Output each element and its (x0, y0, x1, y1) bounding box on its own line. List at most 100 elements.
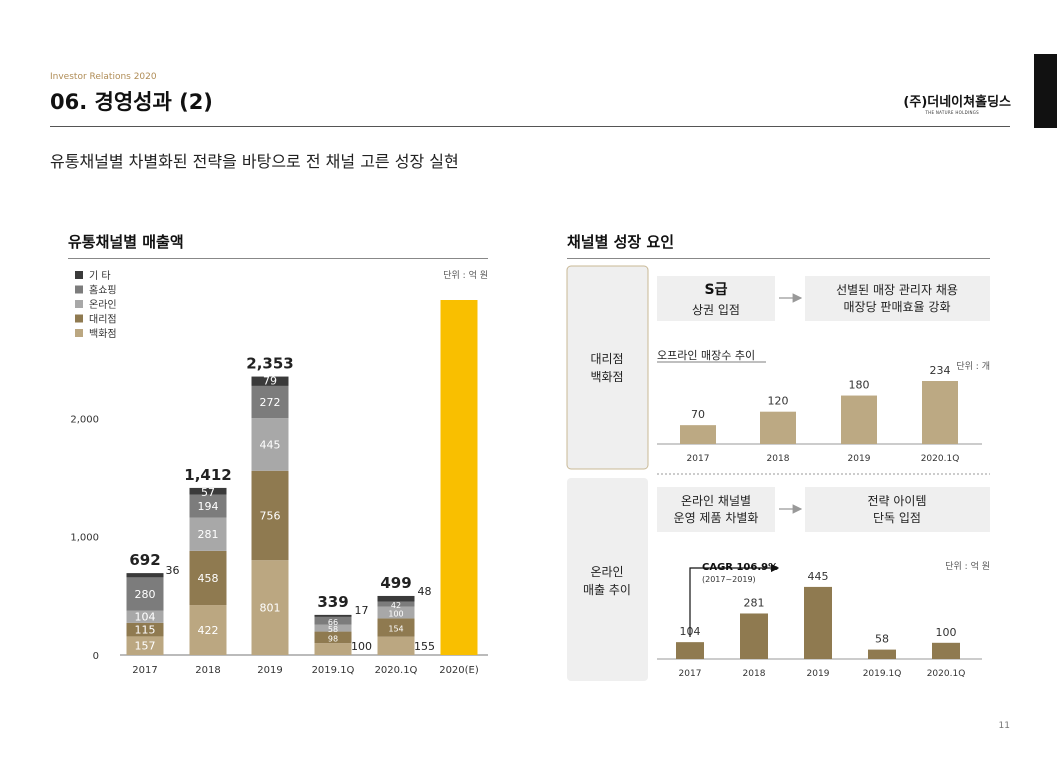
online-box2-line-1: 전략 아이템 (867, 494, 926, 508)
online-x-tick-label: 2020.1Q (927, 669, 966, 679)
bar-segment (189, 487, 227, 495)
offline-box1-line-1: S급 (705, 282, 728, 298)
online-factor-box-2 (805, 487, 990, 532)
y-tick-label: 2,000 (70, 414, 99, 425)
bar-segment (251, 470, 289, 561)
y-tick-label: 1,000 (70, 533, 99, 544)
legend-label: 온라인 (89, 299, 117, 311)
bar-segment (377, 618, 415, 637)
bar-segment (314, 614, 352, 617)
online-box1-line-1: 온라인 채널별 (681, 494, 751, 508)
offline-factor-box-1 (657, 276, 775, 321)
online-value-label: 445 (808, 570, 829, 583)
online-bar (868, 649, 896, 659)
total-value-label: 692 (129, 551, 160, 569)
store-bar (760, 411, 796, 444)
bar-segment (251, 560, 289, 655)
offline-label-line-2: 백화점 (590, 370, 623, 384)
bar-segment (314, 643, 352, 655)
online-label-line-2: 매출 추이 (583, 583, 631, 597)
online-label-panel (567, 478, 648, 681)
forecast-bar (440, 300, 478, 655)
cagr-period: (2017~2019) (702, 575, 756, 584)
online-factor-box-1 (657, 487, 775, 532)
left-section-divider (68, 258, 488, 259)
cagr-label: CAGR 106.9% (702, 562, 778, 573)
segment-value-label: 445 (260, 438, 281, 451)
bar-segment (251, 418, 289, 471)
x-tick-label: 2020.1Q (375, 665, 418, 676)
segment-value-label: 272 (260, 396, 281, 409)
store-x-tick-label: 2020.1Q (921, 454, 960, 464)
segment-value-label: 100 (351, 640, 372, 653)
offline-label-line-1: 대리점 (590, 352, 623, 366)
store-count-bar-chart: 70 2017 120 2018 180 2019 234 2020.1Q (657, 364, 982, 464)
segment-value-label: 157 (135, 640, 156, 653)
offline-box2-line-2: 매장당 판매효율 강화 (844, 300, 951, 314)
segment-value-label: 422 (198, 624, 219, 637)
segment-value-label: 100 (388, 610, 403, 619)
right-section-title: 채널별 성장 요인 (567, 233, 675, 251)
x-tick-label: 2019.1Q (312, 665, 355, 676)
online-value-label: 58 (875, 633, 889, 646)
bar-segment (126, 577, 164, 611)
segment-value-label: 458 (198, 572, 219, 585)
legend-swatch (75, 329, 83, 337)
bar-segment (251, 385, 289, 419)
right-section-divider (567, 258, 990, 259)
online-chart-unit: 단위 : 억 원 (945, 560, 990, 572)
bar-segment (189, 494, 227, 518)
store-x-tick-label: 2017 (687, 454, 710, 464)
online-value-label: 281 (744, 596, 765, 609)
page-subtitle: 유통채널별 차별화된 전략을 바탕으로 전 채널 고른 성장 실현 (50, 152, 459, 171)
total-value-label: 339 (317, 593, 348, 611)
left-section-title: 유통채널별 매출액 (68, 233, 184, 251)
total-value-label: 1,412 (184, 466, 231, 484)
bar-segment (377, 606, 415, 619)
segment-value-label: 104 (135, 611, 156, 624)
cagr-bracket (689, 563, 780, 637)
segment-value-label: 155 (414, 640, 435, 653)
offline-label-panel (566, 265, 649, 470)
online-x-tick-label: 2017 (679, 669, 702, 679)
total-value-label: 499 (380, 574, 411, 592)
offline-box1-line-2: 상권 입점 (692, 303, 740, 317)
main-chart-unit: 단위 : 억 원 (443, 269, 488, 281)
segment-value-label: 42 (391, 601, 401, 610)
segment-value-label: 154 (388, 625, 403, 634)
segment-value-label: 115 (135, 624, 156, 637)
segment-value-label: 281 (198, 528, 219, 541)
offline-chart-title: 오프라인 매장수 추이 (657, 349, 755, 362)
x-tick-label: 2017 (132, 665, 157, 676)
bar-segment (189, 517, 227, 551)
x-tick-label: 2019 (257, 665, 282, 676)
online-x-tick-label: 2018 (743, 669, 766, 679)
segment-value-label: 801 (260, 602, 281, 615)
bar-segment (126, 636, 164, 655)
offline-factor-box-2 (805, 276, 990, 321)
store-value-label: 180 (849, 379, 870, 392)
segment-value-label: 194 (198, 500, 219, 513)
legend-swatch (75, 271, 83, 279)
store-bar (841, 395, 877, 444)
main-stacked-bar-chart: 0 1,000 2,000 2017 2018 2019 2019.1Q 2020.1Q 202… (70, 300, 488, 676)
bar-segment (189, 605, 227, 655)
offline-chart-unit: 단위 : 개 (956, 361, 990, 372)
y-tick-label: 0 (93, 651, 99, 662)
company-subname: THE NATURE HOLDINGS (925, 110, 979, 115)
online-value-label: 100 (936, 626, 957, 639)
segment-value-label: 57 (201, 486, 215, 499)
segment-value-label: 66 (328, 618, 338, 627)
store-bar (680, 425, 716, 444)
bar-segment (314, 631, 352, 644)
online-bar (932, 642, 960, 659)
segment-value-label: 79 (263, 375, 277, 388)
bar-segment (314, 616, 352, 625)
total-value-label: 2,353 (246, 355, 293, 373)
online-x-tick-label: 2019 (807, 669, 830, 679)
series-label: Investor Relations 2020 (50, 72, 157, 82)
header-divider (50, 126, 1010, 127)
